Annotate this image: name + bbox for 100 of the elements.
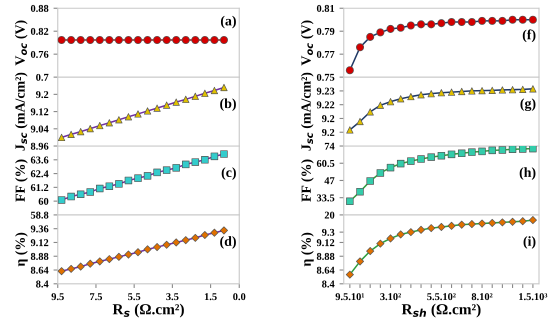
y-tick-label: 8.4 xyxy=(36,280,49,288)
y-axis-title: J$_{sc}$ (mA/cm²) xyxy=(14,72,28,151)
point xyxy=(106,119,113,126)
y-tick-label: 0.77 xyxy=(316,50,334,58)
point xyxy=(498,86,506,94)
y-tick-label: 58.8 xyxy=(30,212,48,219)
y-tick-label: 60.5 xyxy=(316,160,334,168)
point xyxy=(438,89,445,96)
point xyxy=(407,92,414,100)
y-tick-label: 8.88 xyxy=(30,252,48,260)
y-tick-label: 0.81 xyxy=(316,4,334,12)
y-tick-label: 0.82 xyxy=(30,28,48,35)
point xyxy=(220,84,228,92)
point xyxy=(86,124,94,132)
annotation: (g) xyxy=(520,98,536,112)
x-tick-label: 9.5.10¹ xyxy=(336,293,364,300)
point xyxy=(529,146,537,152)
y-tick-label: 8.88 xyxy=(316,252,334,260)
point xyxy=(124,113,132,120)
point xyxy=(498,146,506,154)
x-tick-label: 9.5 xyxy=(52,293,64,300)
point xyxy=(356,118,364,126)
point xyxy=(182,96,190,103)
y-axis-title: η (%) xyxy=(301,232,314,266)
point xyxy=(144,107,152,115)
y-tick-label: 62.4 xyxy=(30,170,49,178)
point xyxy=(134,110,142,118)
point xyxy=(458,88,466,96)
y-tick-label: 9.2 xyxy=(322,115,334,122)
point xyxy=(386,98,394,106)
y-axis-title: V$_{oc}$ (V) xyxy=(14,20,28,66)
x-tick-label: 5.5.10² xyxy=(427,293,456,300)
y-tick-label: 0.88 xyxy=(30,4,48,12)
annotation: (f) xyxy=(522,29,536,42)
y-tick-label: 20 xyxy=(324,212,334,219)
y-tick-label: 33.5 xyxy=(316,194,334,202)
point xyxy=(58,134,66,142)
point xyxy=(376,102,384,109)
point xyxy=(96,122,104,130)
annotation: (b) xyxy=(220,98,236,111)
y-tick-label: 0.7 xyxy=(36,74,48,81)
y-tick-label: 8.4 xyxy=(322,280,335,288)
x-tick-label: 0.0 xyxy=(233,293,246,300)
y-tick-label: 0.76 xyxy=(30,50,48,58)
y-tick-label: 9.22 xyxy=(316,101,334,108)
annotation: (a) xyxy=(220,16,236,28)
y-tick-label: 9.23 xyxy=(316,88,334,95)
point xyxy=(153,104,161,112)
x-axis-title: R$_{sh}$ (Ω.cm²) xyxy=(402,304,481,318)
point xyxy=(397,95,404,102)
y-tick-label: 9.12 xyxy=(30,108,48,116)
y-tick-label: 9.36 xyxy=(30,225,48,232)
x-tick-label: 1.5 xyxy=(204,293,217,300)
point xyxy=(508,86,516,94)
y-tick-label: 9.04 xyxy=(30,125,49,133)
x-tick-label: 3.10² xyxy=(380,293,401,300)
point xyxy=(115,116,122,124)
y-tick-label: 9.2 xyxy=(36,91,48,98)
y-tick-label: 8.64 xyxy=(30,266,49,274)
x-tick-label: 1.5.10³ xyxy=(519,293,548,300)
y-axis-title: V$_{oc}$ (V) xyxy=(300,20,314,66)
annotation: (h) xyxy=(520,167,536,180)
point xyxy=(192,92,199,100)
y-axis-title: FF (%) xyxy=(301,160,314,202)
point xyxy=(519,86,526,94)
point xyxy=(448,88,456,96)
y-tick-label: 9.12 xyxy=(316,239,334,246)
y-tick-label: 9.2 xyxy=(322,128,334,136)
y-axis-title: FF (%) xyxy=(15,160,28,202)
point xyxy=(210,86,218,94)
point xyxy=(508,146,516,153)
y-tick-label: 47 xyxy=(324,177,334,184)
point xyxy=(417,91,425,98)
annotation: (i) xyxy=(524,236,536,249)
point xyxy=(478,87,486,94)
y-axis-title: J$_{sc}$ (mA/cm²) xyxy=(300,72,314,151)
y-tick-label: 74 xyxy=(324,142,335,150)
x-tick-label: 7.5 xyxy=(90,293,102,300)
point xyxy=(77,128,84,136)
point xyxy=(172,98,180,106)
y-tick-label: 63.6 xyxy=(30,156,48,164)
y-tick-label: 8.96 xyxy=(30,142,48,150)
x-tick-label: 3.5 xyxy=(166,293,179,300)
annotation: (d) xyxy=(220,236,236,249)
y-tick-label: 60 xyxy=(38,198,48,205)
x-axis-title: R$_{s}$ (Ω.cm²) xyxy=(112,304,184,318)
y-tick-label: 8.64 xyxy=(316,266,335,274)
point xyxy=(68,130,75,138)
point xyxy=(488,86,496,94)
point xyxy=(428,90,435,98)
x-tick-label: 8.10² xyxy=(472,293,492,300)
y-tick-label: 9.3 xyxy=(322,228,334,236)
point xyxy=(366,108,374,116)
y-tick-label: 0.75 xyxy=(316,74,334,81)
y-axis-title: η (%) xyxy=(15,232,28,266)
point xyxy=(201,90,208,97)
annotation: (c) xyxy=(222,167,236,180)
y-tick-label: 61.2 xyxy=(30,184,48,192)
point xyxy=(346,126,354,134)
y-tick-label: 9.12 xyxy=(30,239,48,246)
